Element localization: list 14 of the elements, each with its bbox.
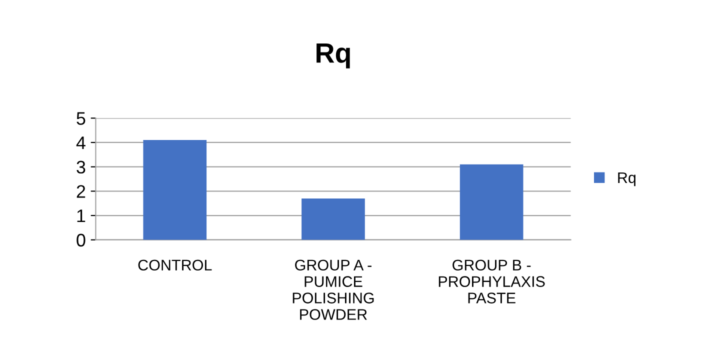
bar (143, 140, 207, 240)
y-tick-label: 4 (76, 136, 86, 150)
bar (460, 164, 524, 240)
y-tick-label: 5 (76, 112, 86, 125)
x-tick-label: GROUP A - PUMICE POLISHING POWDER (292, 260, 374, 320)
y-tick-label: 0 (76, 234, 86, 247)
x-tick-label: GROUP B - PROPHYLAXIS PASTE (438, 260, 545, 304)
y-tick-label: 1 (77, 210, 86, 222)
x-tick-label: CONTROL (138, 260, 212, 271)
y-tick-label: 3 (76, 160, 86, 174)
legend-label: Rq (618, 172, 636, 186)
bar (302, 198, 365, 240)
chart-title: Rq (316, 43, 350, 68)
y-tick-label: 2 (76, 185, 86, 198)
